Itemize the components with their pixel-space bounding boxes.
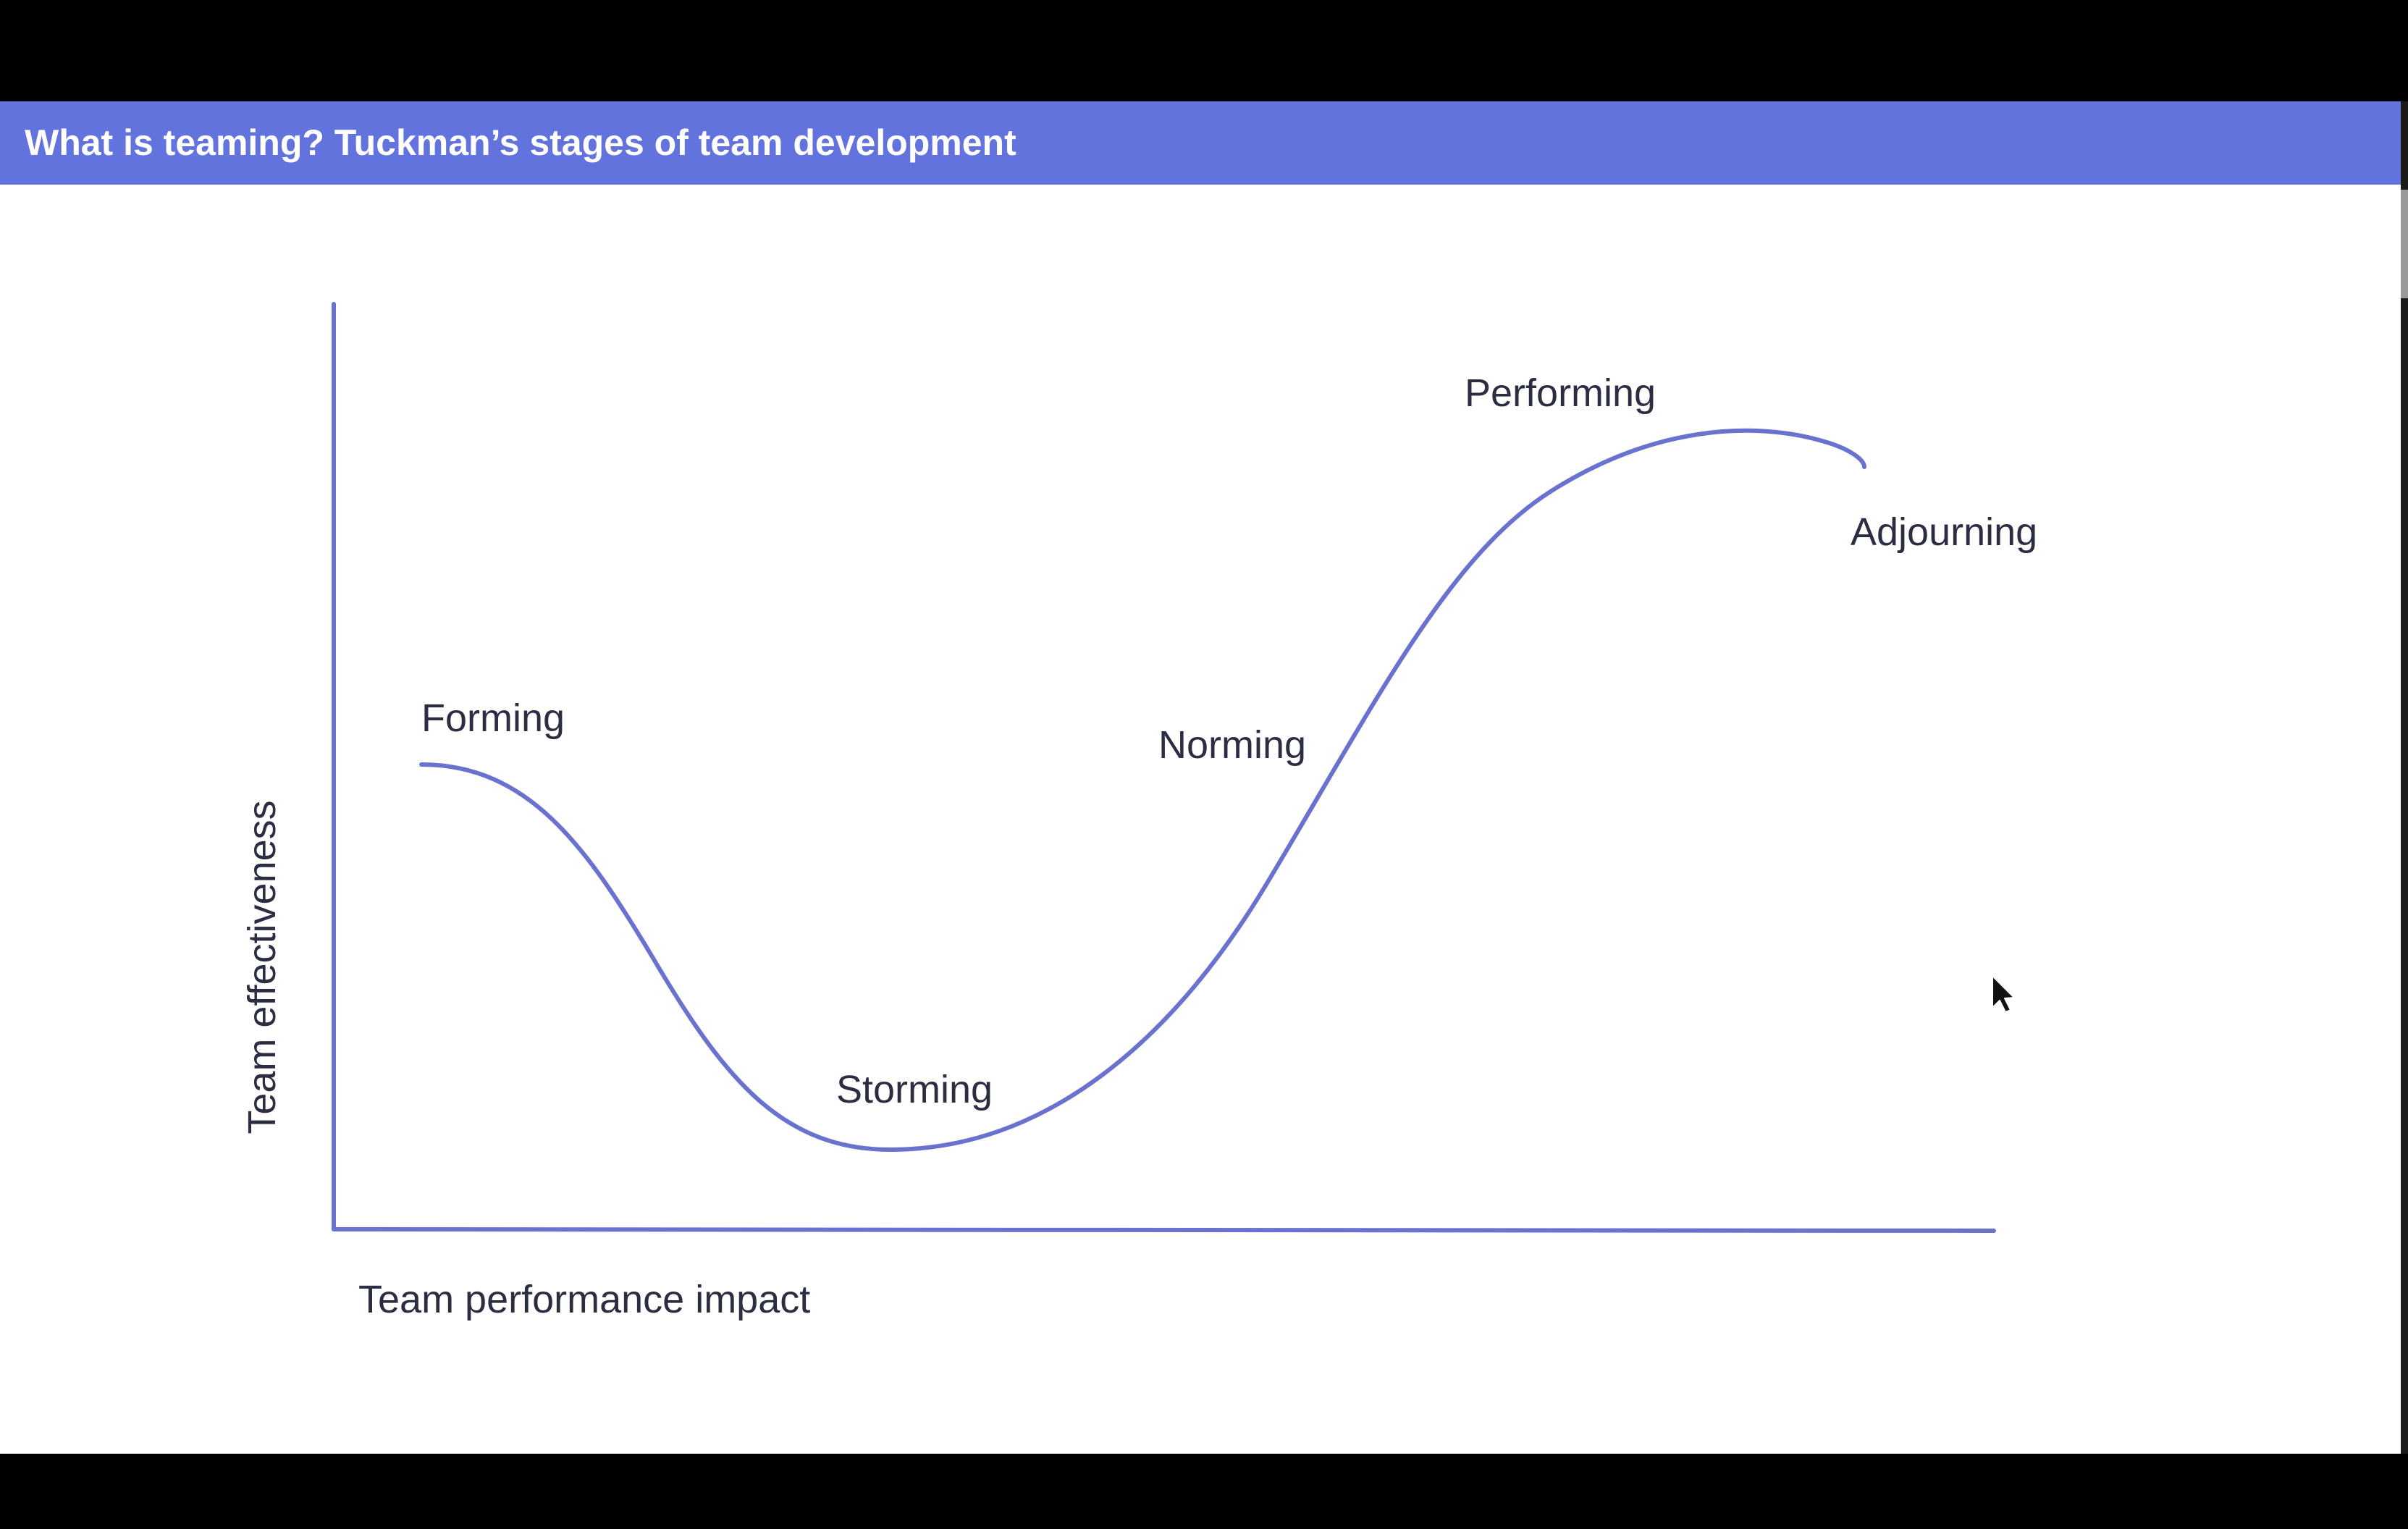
scrollbar-track[interactable]	[2401, 101, 2408, 1454]
x-axis	[332, 1227, 1996, 1233]
x-axis-label: Team performance impact	[358, 1278, 810, 1321]
stage-label-storming: Storming	[836, 1068, 993, 1111]
letterbox-bottom	[0, 1454, 2408, 1529]
development-curve	[419, 428, 1866, 1153]
scrollbar-thumb[interactable]	[2401, 190, 2408, 298]
stage-label-forming: Forming	[421, 696, 565, 740]
y-axis-label: Team effectiveness	[240, 800, 284, 1134]
letterbox-top	[0, 0, 2408, 101]
stage-label-norming: Norming	[1158, 723, 1306, 767]
title-bar: What is teaming? Tuckman’s stages of tea…	[0, 101, 2401, 185]
slide-title: What is teaming? Tuckman’s stages of tea…	[25, 122, 1016, 163]
stage-label-adjourning: Adjourning	[1851, 510, 2037, 554]
mouse-pointer-icon	[1992, 975, 2015, 1013]
stage-label-performing: Performing	[1465, 371, 1656, 415]
